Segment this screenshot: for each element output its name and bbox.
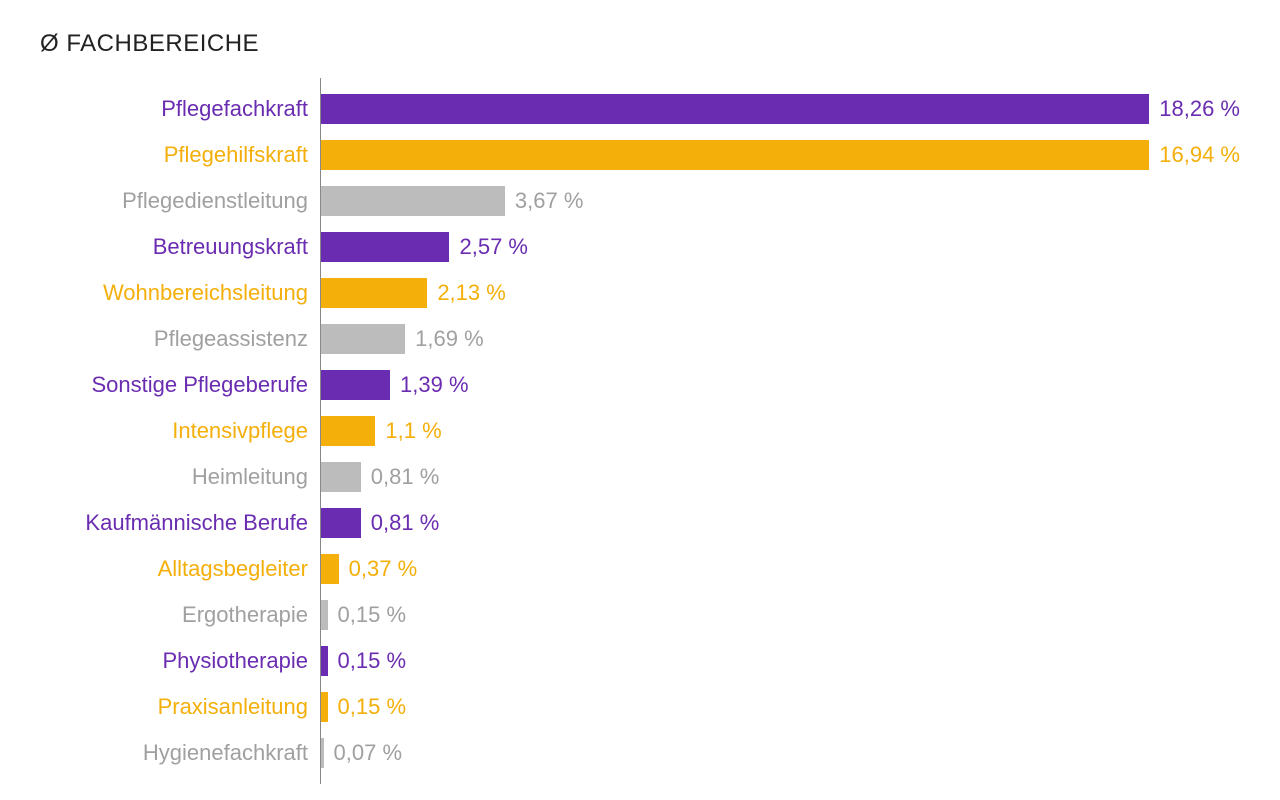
chart-title: Ø FACHBEREICHE	[40, 30, 1240, 58]
chart-row: Intensivpflege 1,1 %	[40, 408, 1240, 454]
bar-value: 2,57 %	[449, 234, 528, 260]
bar-value: 1,39 %	[390, 372, 469, 398]
chart-row: Pflegehilfskraft 16,94 %	[40, 132, 1240, 178]
bar	[320, 462, 361, 492]
bar	[320, 278, 427, 308]
chart-row: Pflegeassistenz 1,69 %	[40, 316, 1240, 362]
bar-value: 1,69 %	[405, 326, 484, 352]
bar-track: 0,07 %	[320, 730, 1240, 776]
bar-track: 2,57 %	[320, 224, 1240, 270]
bar-label: Kaufmännische Berufe	[40, 510, 320, 536]
bar-value: 0,07 %	[324, 740, 403, 766]
bar-track: 1,1 %	[320, 408, 1240, 454]
chart-row: Betreuungskraft 2,57 %	[40, 224, 1240, 270]
bar-label: Sonstige Pflegeberufe	[40, 372, 320, 398]
bar	[320, 186, 505, 216]
bar-label: Intensivpflege	[40, 418, 320, 444]
bar-value: 16,94 %	[1149, 142, 1240, 168]
axis-line	[320, 722, 321, 784]
bar-chart: Pflegefachkraft 18,26 % Pflegehilfskraft 16…	[40, 86, 1240, 776]
bar-track: 0,81 %	[320, 500, 1240, 546]
chart-row: Sonstige Pflegeberufe 1,39 %	[40, 362, 1240, 408]
bar-track: 0,15 %	[320, 592, 1240, 638]
bar-value: 0,15 %	[328, 602, 407, 628]
bar	[320, 508, 361, 538]
chart-row: Heimleitung 0,81 %	[40, 454, 1240, 500]
bar-label: Hygienefachkraft	[40, 740, 320, 766]
bar-track: 3,67 %	[320, 178, 1240, 224]
bar-value: 0,15 %	[328, 648, 407, 674]
bar-track: 1,39 %	[320, 362, 1240, 408]
bar	[320, 324, 405, 354]
bar	[320, 554, 339, 584]
chart-row: Alltagsbegleiter 0,37 %	[40, 546, 1240, 592]
bar-label: Praxisanleitung	[40, 694, 320, 720]
chart-row: Praxisanleitung 0,15 %	[40, 684, 1240, 730]
chart-row: Hygienefachkraft0,07 %	[40, 730, 1240, 776]
bar-value: 18,26 %	[1149, 96, 1240, 122]
bar-track: 18,26 %	[320, 86, 1240, 132]
chart-row: Kaufmännische Berufe 0,81 %	[40, 500, 1240, 546]
bar	[320, 416, 375, 446]
bar-label: Wohnbereichsleitung	[40, 280, 320, 306]
bar-track: 0,15 %	[320, 638, 1240, 684]
bar-label: Ergotherapie	[40, 602, 320, 628]
bar-value: 1,1 %	[375, 418, 441, 444]
bar-value: 2,13 %	[427, 280, 506, 306]
bar-label: Pflegehilfskraft	[40, 142, 320, 168]
chart-row: Pflegefachkraft 18,26 %	[40, 86, 1240, 132]
bar	[320, 232, 449, 262]
bar-value: 0,81 %	[361, 464, 440, 490]
bar-value: 3,67 %	[505, 188, 584, 214]
bar-value: 0,15 %	[328, 694, 407, 720]
bar-track: 1,69 %	[320, 316, 1240, 362]
bar-track: 16,94 %	[320, 132, 1240, 178]
chart-row: Wohnbereichsleitung 2,13 %	[40, 270, 1240, 316]
bar	[320, 600, 328, 630]
chart-row: Physiotherapie 0,15 %	[40, 638, 1240, 684]
bar	[320, 692, 328, 722]
bar	[320, 140, 1149, 170]
bar	[320, 94, 1149, 124]
bar-track: 0,37 %	[320, 546, 1240, 592]
bar-value: 0,81 %	[361, 510, 440, 536]
chart-row: Ergotherapie 0,15 %	[40, 592, 1240, 638]
bar-label: Physiotherapie	[40, 648, 320, 674]
bar-track: 0,15 %	[320, 684, 1240, 730]
bar	[320, 646, 328, 676]
bar-track: 0,81 %	[320, 454, 1240, 500]
bar-label: Pflegefachkraft	[40, 96, 320, 122]
bar-value: 0,37 %	[339, 556, 418, 582]
bar-label: Alltagsbegleiter	[40, 556, 320, 582]
bar-label: Pflegedienstleitung	[40, 188, 320, 214]
bar-track: 2,13 %	[320, 270, 1240, 316]
bar-label: Heimleitung	[40, 464, 320, 490]
chart-row: Pflegedienstleitung 3,67 %	[40, 178, 1240, 224]
bar-label: Betreuungskraft	[40, 234, 320, 260]
bar-label: Pflegeassistenz	[40, 326, 320, 352]
bar	[320, 370, 390, 400]
